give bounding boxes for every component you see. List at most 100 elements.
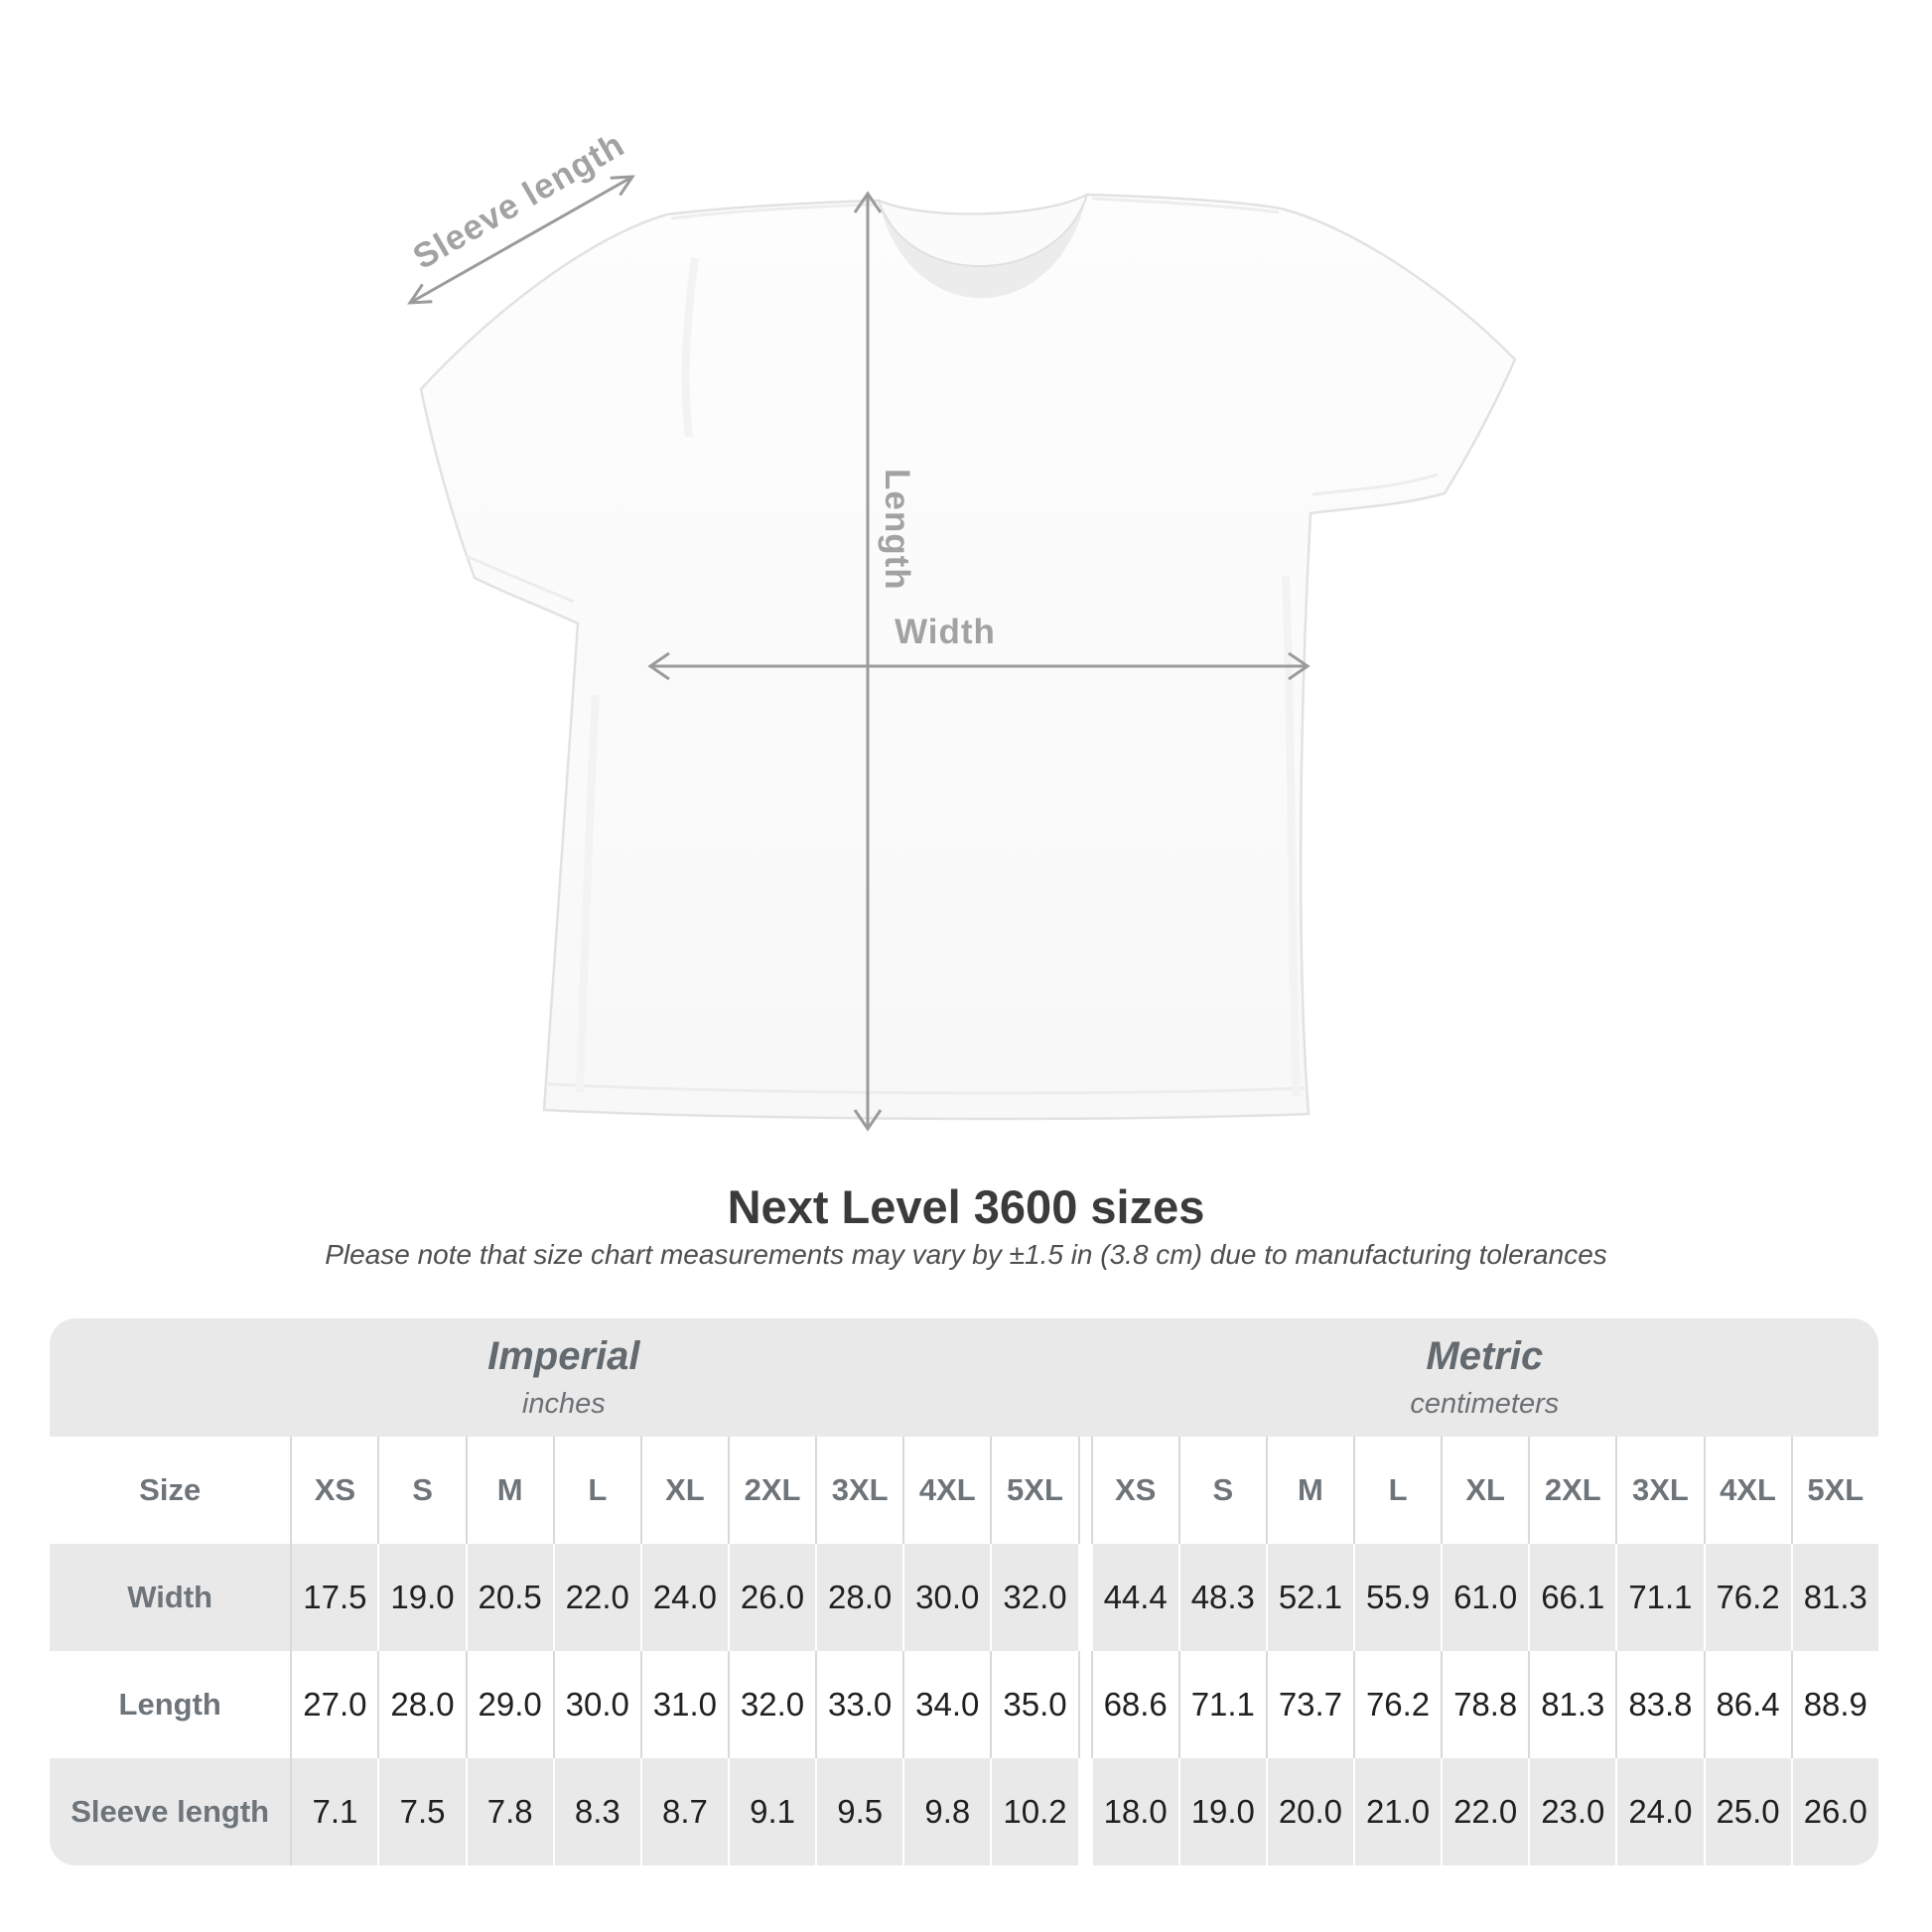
unit-group-header: Imperial inches [50, 1318, 1078, 1437]
tshirt-graphic [419, 192, 1517, 1121]
collar-band [877, 192, 1089, 267]
imperial-metric-divider [1077, 1437, 1091, 1544]
value-cell-metric: 81.3 [1790, 1544, 1878, 1651]
size-col-header-imperial: XL [639, 1437, 728, 1544]
size-col-header-imperial: M [465, 1437, 553, 1544]
tshirt-measurement-diagram: Sleeve length Length Width [407, 125, 1517, 1132]
measurement-row-label: Width [50, 1544, 291, 1651]
imperial-metric-divider [1077, 1651, 1091, 1758]
value-cell-metric: 78.8 [1441, 1651, 1529, 1758]
value-cell-imperial: 9.1 [727, 1758, 816, 1865]
value-cell-imperial: 9.5 [815, 1758, 903, 1865]
size-col-header-metric: M [1265, 1437, 1353, 1544]
value-cell-imperial: 30.0 [902, 1544, 991, 1651]
collar-inner-shadow [879, 195, 1087, 299]
size-col-header-imperial: 5XL [990, 1437, 1078, 1544]
table-group-header-row: Imperial inches Metric centimeters [50, 1318, 1878, 1437]
size-col-header-imperial: 3XL [815, 1437, 903, 1544]
sleeve-length-arrow [407, 175, 635, 305]
size-col-header-imperial: 2XL [727, 1437, 816, 1544]
imperial-metric-divider [1077, 1758, 1091, 1865]
unit-group-sublabel: inches [521, 1388, 606, 1420]
value-cell-metric: 20.0 [1265, 1758, 1353, 1865]
value-cell-imperial: 30.0 [552, 1651, 640, 1758]
value-cell-metric: 83.8 [1615, 1651, 1704, 1758]
value-cell-imperial: 28.0 [377, 1651, 466, 1758]
imperial-metric-divider [1077, 1544, 1091, 1651]
value-cell-metric: 52.1 [1265, 1544, 1353, 1651]
value-cell-metric: 76.2 [1353, 1651, 1442, 1758]
value-cell-imperial: 22.0 [552, 1544, 640, 1651]
measurement-row-label: Length [50, 1651, 291, 1758]
value-cell-metric: 44.4 [1090, 1544, 1178, 1651]
value-cell-imperial: 7.1 [290, 1758, 378, 1865]
value-cell-metric: 55.9 [1353, 1544, 1442, 1651]
value-cell-metric: 71.1 [1615, 1544, 1704, 1651]
size-col-header-metric: XS [1090, 1437, 1178, 1544]
tshirt-folds [576, 257, 1301, 1098]
value-cell-metric: 21.0 [1353, 1758, 1442, 1865]
value-cell-metric: 66.1 [1528, 1544, 1616, 1651]
size-col-header-imperial: S [377, 1437, 466, 1544]
value-cell-imperial: 9.8 [902, 1758, 991, 1865]
value-cell-imperial: 8.3 [552, 1758, 640, 1865]
value-cell-imperial: 28.0 [815, 1544, 903, 1651]
value-cell-metric: 23.0 [1528, 1758, 1616, 1865]
value-cell-metric: 71.1 [1177, 1651, 1266, 1758]
unit-group-label: Imperial [487, 1334, 640, 1378]
value-cell-metric: 22.0 [1441, 1758, 1529, 1865]
measurement-row-label: Sleeve length [50, 1758, 291, 1865]
size-col-header-metric: 4XL [1703, 1437, 1791, 1544]
measurement-row: Sleeve length 7.1 7.5 7.8 8.3 8.7 9.1 9.5 9.8 10.… [50, 1758, 1878, 1865]
tolerance-note: Please note that size chart measurements… [325, 1239, 1607, 1270]
value-cell-imperial: 35.0 [990, 1651, 1078, 1758]
size-row-header: Size [50, 1437, 291, 1544]
tshirt-seams [466, 197, 1439, 1095]
value-cell-imperial: 7.5 [377, 1758, 466, 1865]
value-cell-imperial: 17.5 [290, 1544, 378, 1651]
size-col-header-metric: 3XL [1615, 1437, 1704, 1544]
value-cell-imperial: 27.0 [290, 1651, 378, 1758]
size-col-header-metric: XL [1441, 1437, 1529, 1544]
value-cell-metric: 48.3 [1177, 1544, 1266, 1651]
size-col-header-imperial: 4XL [902, 1437, 991, 1544]
length-label: Length [878, 469, 916, 591]
value-cell-metric: 68.6 [1090, 1651, 1178, 1758]
tshirt-body [419, 193, 1517, 1121]
value-cell-metric: 73.7 [1265, 1651, 1353, 1758]
value-cell-imperial: 29.0 [465, 1651, 553, 1758]
size-col-header-imperial: XS [290, 1437, 378, 1544]
value-cell-imperial: 7.8 [465, 1758, 553, 1865]
value-cell-imperial: 33.0 [815, 1651, 903, 1758]
value-cell-metric: 25.0 [1703, 1758, 1791, 1865]
value-cell-metric: 88.9 [1790, 1651, 1878, 1758]
size-table-container: Imperial inches Metric centimeters Size XS S M L… [50, 1318, 1878, 1865]
width-arrow [647, 651, 1311, 681]
imperial-metric-divider [1077, 1318, 1091, 1437]
unit-group-label: Metric [1426, 1334, 1544, 1378]
value-cell-metric: 86.4 [1703, 1651, 1791, 1758]
value-cell-imperial: 31.0 [639, 1651, 728, 1758]
size-col-header-metric: L [1353, 1437, 1442, 1544]
size-col-header-metric: 2XL [1528, 1437, 1616, 1544]
value-cell-imperial: 20.5 [465, 1544, 553, 1651]
value-cell-imperial: 34.0 [902, 1651, 991, 1758]
width-label: Width [895, 613, 996, 651]
value-cell-metric: 61.0 [1441, 1544, 1529, 1651]
value-cell-metric: 81.3 [1528, 1651, 1616, 1758]
measurement-row: Length 27.0 28.0 29.0 30.0 31.0 32.0 33.0 34.0 35… [50, 1651, 1878, 1758]
unit-group-header: Metric centimeters [1090, 1318, 1878, 1437]
measurement-row: Width 17.5 19.0 20.5 22.0 24.0 26.0 28.0 30.0 32.… [50, 1544, 1878, 1651]
value-cell-imperial: 8.7 [639, 1758, 728, 1865]
length-arrow [853, 191, 883, 1132]
value-cell-imperial: 10.2 [990, 1758, 1078, 1865]
value-cell-imperial: 26.0 [727, 1544, 816, 1651]
size-col-header-imperial: L [552, 1437, 640, 1544]
value-cell-imperial: 19.0 [377, 1544, 466, 1651]
size-col-header-metric: 5XL [1790, 1437, 1878, 1544]
value-cell-metric: 76.2 [1703, 1544, 1791, 1651]
value-cell-imperial: 32.0 [990, 1544, 1078, 1651]
value-cell-metric: 26.0 [1790, 1758, 1878, 1865]
page-title: Next Level 3600 sizes [727, 1180, 1205, 1233]
